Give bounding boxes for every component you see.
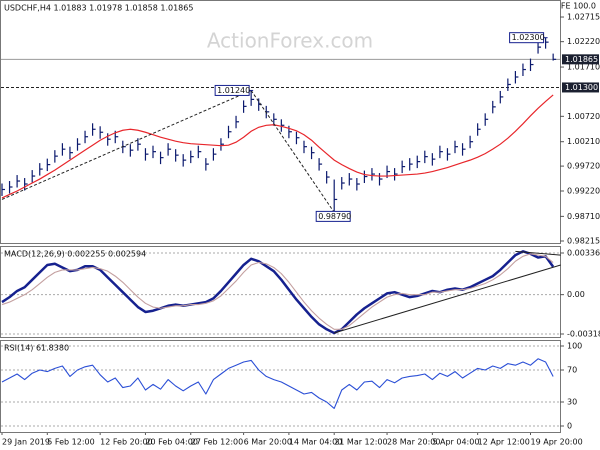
- x-tick-label: 28 Mar 20:00: [387, 438, 440, 447]
- level-label-box: [562, 82, 599, 93]
- pane-border: [0, 0, 561, 244]
- y-tick-label: 0.99720: [567, 162, 600, 171]
- y-tick-label: 1.00720: [567, 112, 600, 121]
- x-tick-label: 5 Apr 04:00: [432, 438, 479, 447]
- x-tick-label: 6 Mar 20:00: [244, 438, 292, 447]
- annotation-label: 0.98790: [318, 212, 351, 221]
- moving-average: [1, 94, 554, 199]
- x-tick-label: 19 Apr 20:00: [531, 438, 583, 447]
- y-tick-label: 0.98710: [567, 212, 600, 221]
- y-tick-label: 0.003368: [567, 249, 600, 258]
- x-tick-label: 21 Mar 12:00: [334, 438, 387, 447]
- y-tick-label: 0: [567, 422, 572, 431]
- pane-title: RSI(14) 61.8380: [4, 344, 69, 353]
- x-tick-label: 29 Jan 2019: [2, 438, 50, 447]
- indicator-line: [1, 358, 554, 409]
- y-tick-label: 30: [567, 398, 577, 407]
- x-tick-label: 12 Apr 12:00: [478, 438, 530, 447]
- annotation-box: [509, 32, 545, 44]
- y-tick-label: -0.003181: [567, 329, 600, 338]
- y-tick-label: 1.02220: [567, 37, 600, 46]
- y-tick-label: 1.02715: [567, 13, 600, 22]
- y-tick-label: 1.00210: [567, 137, 600, 146]
- trendline: [1, 89, 252, 200]
- x-tick-label: 20 Feb 04:00: [145, 438, 197, 447]
- y-tick-label: 0.98215: [567, 237, 600, 246]
- annotation-label: 1.02300: [512, 33, 545, 42]
- indicator-line: [1, 253, 554, 330]
- x-tick-label: 14 Mar 04:00: [289, 438, 342, 447]
- level-label: 1.01300: [565, 83, 598, 92]
- x-tick-label: 12 Feb 20:00: [100, 438, 152, 447]
- x-tick-label: 27 Feb 12:00: [191, 438, 243, 447]
- watermark: ActionForex.com: [207, 29, 373, 53]
- x-tick-label: 5 Feb 12:00: [47, 438, 94, 447]
- level-label: 1.01865: [565, 55, 598, 64]
- y-tick-label: 70: [567, 366, 577, 375]
- trendline: [515, 250, 561, 256]
- trendline: [334, 264, 561, 334]
- y-tick-label: 1.01710: [567, 63, 600, 72]
- level-label-box: [562, 54, 599, 65]
- annotation-box: [315, 210, 351, 222]
- pane-border: [0, 246, 561, 338]
- trendline: [250, 90, 335, 213]
- annotation-box: [214, 84, 250, 96]
- annotation-label: 1.01240: [217, 86, 250, 95]
- y-tick-label: 0.00: [567, 290, 585, 299]
- pane-border: [0, 340, 561, 433]
- y-tick-label: 0.99220: [567, 186, 600, 195]
- y-tick-label: 100: [567, 342, 582, 351]
- pane-title: USDCHF,H4 1.01883 1.01978 1.01858 1.0186…: [4, 4, 193, 13]
- corner-text: FE 100.0: [561, 2, 596, 11]
- pane-title: MACD(12,26,9) 0.002255 0.002594: [4, 250, 146, 259]
